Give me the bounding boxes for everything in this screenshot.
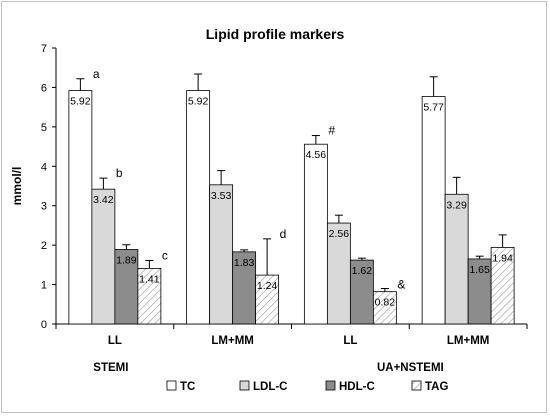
y-tick-label: 2 bbox=[41, 240, 47, 252]
category-label: LM+MM bbox=[211, 335, 253, 347]
data-label: 3.53 bbox=[211, 190, 232, 202]
data-label: 4.56 bbox=[306, 149, 327, 161]
legend-swatch bbox=[239, 380, 250, 391]
category-label: LL bbox=[343, 335, 357, 347]
bar-tc bbox=[303, 143, 328, 325]
significance-marker: # bbox=[328, 124, 335, 138]
data-label: 5.77 bbox=[423, 101, 444, 113]
y-axis-label: mmol/l bbox=[10, 167, 24, 206]
chart: Lipid profile markers mmol/l 0 1 2 3 4 5 6 7 5.… bbox=[10, 26, 528, 393]
significance-marker: & bbox=[397, 278, 405, 292]
data-label: 3.29 bbox=[446, 199, 467, 211]
y-tick-label: 6 bbox=[41, 82, 47, 94]
y-tick-label: 0 bbox=[41, 319, 47, 331]
group-label: STEMI bbox=[93, 362, 128, 374]
legend-swatch bbox=[325, 380, 336, 391]
y-tick-label: 5 bbox=[41, 122, 47, 134]
legend-label: TAG bbox=[425, 381, 448, 393]
y-tick-label: 1 bbox=[41, 280, 47, 292]
bar-tc bbox=[68, 90, 93, 325]
bar-ldl-c bbox=[91, 188, 116, 325]
chart-frame: Lipid profile markers mmol/l 0 1 2 3 4 5 6 7 5.… bbox=[1, 1, 547, 413]
y-tick-label: 7 bbox=[41, 43, 47, 55]
legend-label: TC bbox=[180, 381, 195, 393]
x-axis-labels: LL LM+MM LL LM+MM STEMI UA+NSTEMI bbox=[93, 335, 489, 374]
data-label: 1.94 bbox=[492, 253, 513, 265]
data-label: 5.92 bbox=[188, 96, 209, 108]
data-label: 1.83 bbox=[234, 257, 255, 269]
data-label: 1.65 bbox=[469, 264, 490, 276]
y-tick-label: 3 bbox=[41, 201, 47, 213]
data-label: 1.24 bbox=[257, 280, 278, 292]
legend: TC LDL-C HDL-C TAG bbox=[166, 380, 448, 393]
legend-label: HDL-C bbox=[339, 381, 375, 393]
bar-ldl-c bbox=[209, 184, 234, 325]
data-label: 3.42 bbox=[93, 194, 114, 206]
legend-swatch bbox=[411, 380, 422, 391]
data-label: 0.82 bbox=[375, 297, 396, 309]
significance-marker: b bbox=[116, 166, 123, 180]
data-label: 2.56 bbox=[329, 228, 350, 240]
y-tick-label: 4 bbox=[41, 161, 47, 173]
bars: 5.92 a 3.42 b 1.891.41c 5.92 3.53 1.831.24 d 4.56… bbox=[68, 67, 515, 325]
chart-title: Lipid profile markers bbox=[206, 26, 345, 42]
data-label: 1.41 bbox=[139, 273, 160, 285]
legend-label: LDL-C bbox=[253, 381, 288, 393]
bar-ldl-c bbox=[444, 193, 469, 325]
category-label: LM+MM bbox=[447, 335, 489, 347]
data-label: 5.92 bbox=[70, 96, 91, 108]
significance-marker: c bbox=[162, 249, 168, 263]
bar-tc bbox=[186, 90, 211, 325]
group-label: UA+NSTEMI bbox=[377, 362, 444, 374]
significance-marker: d bbox=[280, 227, 287, 241]
data-label: 1.89 bbox=[116, 254, 137, 266]
bar-tc bbox=[421, 96, 446, 325]
significance-marker: a bbox=[93, 67, 100, 81]
legend-swatch bbox=[166, 380, 177, 391]
data-label: 1.62 bbox=[352, 265, 373, 277]
category-label: LL bbox=[108, 335, 122, 347]
